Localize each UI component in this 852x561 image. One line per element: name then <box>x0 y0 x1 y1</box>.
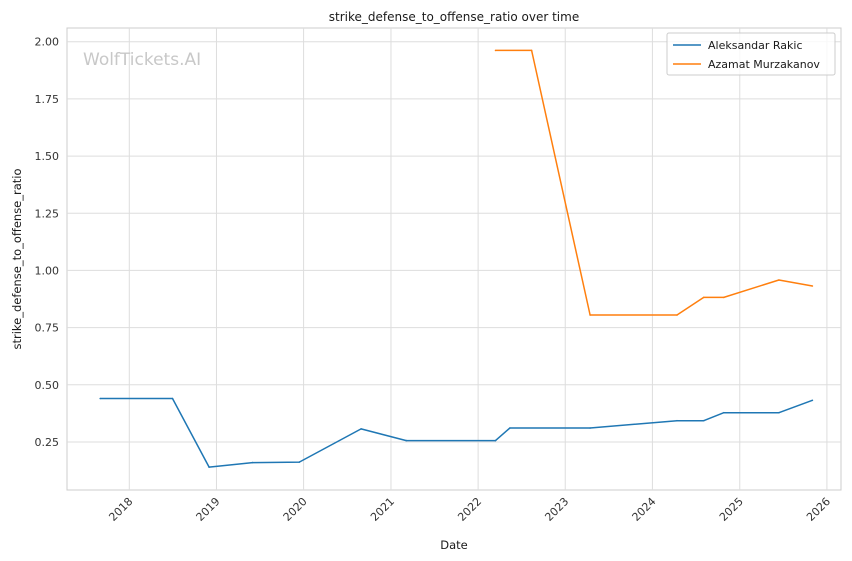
series-lines <box>99 49 814 468</box>
data-point-aleksandar-rakic <box>778 411 780 414</box>
data-point-azamat-murzakanov <box>530 49 533 52</box>
legend-label-azamat-murzakanov: Azamat Murzakanov <box>708 58 820 71</box>
x-tick-label: 2020 <box>281 495 310 524</box>
data-point-aleksandar-rakic <box>676 419 678 422</box>
x-tick-label: 2023 <box>542 495 571 524</box>
data-point-aleksandar-rakic <box>589 427 591 429</box>
legend-label-aleksandar-rakic: Aleksandar Rakic <box>708 39 803 52</box>
data-point-aleksandar-rakic <box>208 466 210 468</box>
data-point-aleksandar-rakic <box>360 428 362 430</box>
x-tick-label: 2021 <box>368 495 397 524</box>
x-tick-label: 2018 <box>106 495 135 524</box>
legend: Aleksandar Rakic Azamat Murzakanov <box>666 32 836 76</box>
x-axis-title: Date <box>440 538 468 552</box>
y-tick-label: 2.00 <box>35 36 60 49</box>
data-point-aleksandar-rakic <box>171 397 174 400</box>
data-point-aleksandar-rakic <box>99 397 101 400</box>
watermark-text: WolfTickets.AI <box>83 50 201 70</box>
legend-box <box>666 32 836 76</box>
series-line-azamat-murzakanov <box>495 49 813 316</box>
data-point-aleksandar-rakic <box>509 427 511 429</box>
x-axis-ticks: 2018 2019 2020 2021 2022 2023 2024 2025 2026 <box>106 495 833 524</box>
data-point-aleksandar-rakic <box>702 419 705 422</box>
y-tick-label: 0.75 <box>35 322 60 335</box>
data-point-aleksandar-rakic <box>405 439 408 442</box>
y-tick-label: 0.50 <box>35 379 60 392</box>
y-tick-label: 1.00 <box>35 264 60 277</box>
grid <box>67 28 841 490</box>
x-tick-label: 2019 <box>194 495 223 524</box>
x-tick-label: 2025 <box>717 495 746 524</box>
data-point-aleksandar-rakic <box>811 399 814 402</box>
data-point-azamat-murzakanov <box>702 296 705 299</box>
plot-area <box>66 27 842 491</box>
data-point-azamat-murzakanov <box>676 314 678 316</box>
x-tick-label: 2024 <box>630 495 659 524</box>
data-point-azamat-murzakanov <box>723 296 725 299</box>
y-tick-label: 1.25 <box>35 207 60 220</box>
data-point-azamat-murzakanov <box>811 285 814 287</box>
chart-title: strike_defense_to_offense_ratio over tim… <box>329 10 579 24</box>
data-point-azamat-murzakanov <box>494 49 497 52</box>
x-tick-label: 2026 <box>804 495 833 524</box>
y-axis-ticks: 0.25 0.50 0.75 1.00 1.25 1.50 1.75 2.00 <box>35 36 60 449</box>
data-point-aleksandar-rakic <box>723 411 725 414</box>
data-point-azamat-murzakanov <box>778 279 780 281</box>
data-point-aleksandar-rakic <box>494 439 497 442</box>
y-axis-title: strike_defense_to_offense_ratio <box>10 168 24 349</box>
y-tick-label: 1.75 <box>35 93 60 106</box>
y-tick-label: 0.25 <box>35 436 60 449</box>
y-tick-label: 1.50 <box>35 150 60 163</box>
data-point-azamat-murzakanov <box>589 314 591 316</box>
data-point-aleksandar-rakic <box>251 461 254 464</box>
data-point-aleksandar-rakic <box>298 461 301 463</box>
x-tick-label: 2022 <box>455 495 484 524</box>
